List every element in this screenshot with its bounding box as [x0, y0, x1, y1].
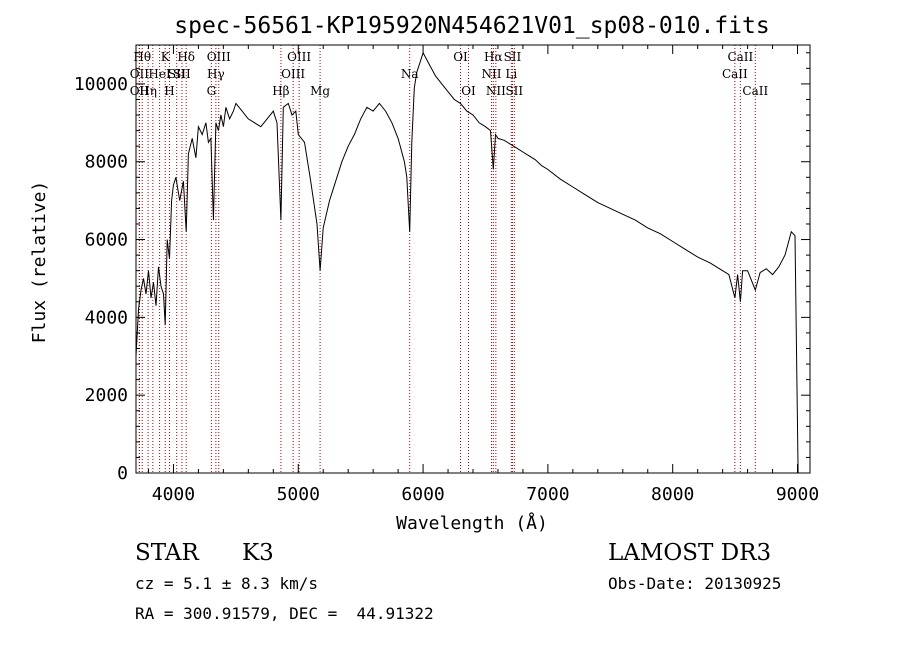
line-label-10: SII — [173, 67, 191, 81]
line-label-14: Hβ — [272, 84, 289, 98]
line-label-11: G — [207, 84, 217, 98]
x-tick-label: 7000 — [526, 484, 569, 505]
object-subclass: K3 — [242, 540, 274, 566]
x-tick-label: 5000 — [277, 484, 320, 505]
line-label-7: H — [164, 84, 174, 98]
line-label-9: Hδ — [177, 50, 195, 64]
line-label-1: OII — [130, 67, 150, 81]
line-label-24: Li — [505, 67, 517, 81]
y-tick-label: 2000 — [85, 385, 128, 406]
x-tick-label: 9000 — [776, 484, 819, 505]
line-label-16: OIII — [287, 50, 311, 64]
line-label-29: CaII — [742, 84, 768, 98]
line-label-28: CaII — [727, 50, 753, 64]
y-tick-label: 4000 — [85, 307, 128, 328]
x-axis-label: Wavelength (Å) — [396, 512, 548, 534]
redshift-readout: cz = 5.1 ± 8.3 km/s — [135, 574, 319, 593]
line-label-17: Mg — [310, 84, 330, 98]
line-label-22: Hα — [484, 50, 503, 64]
coordinates-readout: RA = 300.91579, DEC = 44.91322 — [135, 604, 434, 623]
plot-frame — [135, 44, 811, 474]
line-labels: HθOIIOIIHηHeIKHSIIHδSIIGHγOIIIHβOIIIOIII… — [130, 50, 769, 98]
line-label-2: OII — [130, 84, 150, 98]
x-axis: 4000 5000 6000 7000 8000 9000 — [147, 45, 819, 505]
obs-date: Obs-Date: 20130925 — [608, 574, 782, 593]
line-label-15: OIII — [281, 67, 305, 81]
line-label-25: SII — [504, 50, 522, 64]
x-tick-label: 6000 — [401, 484, 444, 505]
line-label-23: NII — [486, 84, 506, 98]
x-tick-label: 8000 — [651, 484, 694, 505]
line-label-26: SII — [505, 84, 523, 98]
line-label-8: SII — [168, 67, 186, 81]
chart-title: spec-56561-KP195920N454621V01_sp08-010.f… — [174, 13, 769, 39]
line-label-18: Na — [401, 67, 419, 81]
y-tick-label: 8000 — [85, 152, 128, 173]
y-tick-label: 0 — [117, 463, 128, 484]
line-label-27: CaII — [722, 67, 748, 81]
line-label-21: NII — [481, 67, 501, 81]
line-label-13: OIII — [207, 50, 231, 64]
object-class: STAR — [135, 540, 199, 566]
line-markers — [138, 45, 756, 473]
y-axis-label: Flux (relative) — [29, 181, 50, 344]
line-label-5: HeI — [148, 67, 171, 81]
y-tick-label: 10000 — [74, 74, 128, 95]
x-tick-label: 4000 — [152, 484, 195, 505]
y-axis: 0 2000 4000 6000 8000 10000 — [74, 52, 810, 484]
line-label-12: Hγ — [207, 67, 225, 81]
flux-series-line — [135, 51, 799, 474]
y-tick-label: 6000 — [85, 230, 128, 251]
line-label-19: OI — [453, 50, 468, 64]
line-label-6: K — [161, 50, 171, 64]
line-label-20: OI — [461, 84, 476, 98]
survey-name: LAMOST DR3 — [608, 540, 772, 566]
line-label-3: Hη — [139, 84, 157, 98]
line-label-0: Hθ — [133, 50, 151, 64]
